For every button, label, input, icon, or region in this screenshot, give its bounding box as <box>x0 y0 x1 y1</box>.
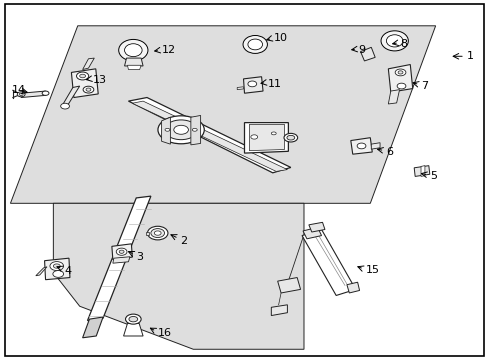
Polygon shape <box>346 282 359 293</box>
Text: 16: 16 <box>158 328 171 338</box>
Ellipse shape <box>80 74 85 78</box>
Ellipse shape <box>356 143 365 149</box>
Polygon shape <box>271 305 287 316</box>
Polygon shape <box>308 222 325 232</box>
Ellipse shape <box>192 129 197 131</box>
Ellipse shape <box>116 248 127 255</box>
Polygon shape <box>123 323 143 336</box>
Ellipse shape <box>247 81 256 87</box>
Polygon shape <box>243 77 263 93</box>
Ellipse shape <box>86 88 91 91</box>
Polygon shape <box>360 47 374 61</box>
Polygon shape <box>413 166 429 176</box>
Polygon shape <box>44 258 70 280</box>
Polygon shape <box>21 91 45 98</box>
Polygon shape <box>36 267 47 276</box>
Ellipse shape <box>147 226 167 240</box>
Polygon shape <box>190 116 200 145</box>
Polygon shape <box>237 87 243 90</box>
Ellipse shape <box>53 264 60 268</box>
Polygon shape <box>71 69 98 98</box>
Polygon shape <box>132 101 287 171</box>
Ellipse shape <box>394 69 405 76</box>
Text: 7: 7 <box>420 81 427 91</box>
Polygon shape <box>124 58 143 66</box>
Text: 1: 1 <box>466 51 472 61</box>
Ellipse shape <box>17 92 25 97</box>
Text: 11: 11 <box>267 79 281 89</box>
Text: 9: 9 <box>358 45 365 55</box>
Text: 14: 14 <box>11 85 25 95</box>
Text: 2: 2 <box>180 236 187 246</box>
Ellipse shape <box>154 231 161 235</box>
Polygon shape <box>244 123 288 153</box>
Ellipse shape <box>380 31 407 51</box>
Text: 12: 12 <box>161 45 175 55</box>
Text: 6: 6 <box>385 147 392 157</box>
Ellipse shape <box>53 271 63 277</box>
Polygon shape <box>249 125 284 150</box>
Ellipse shape <box>386 35 402 47</box>
Text: 5: 5 <box>429 171 436 181</box>
Polygon shape <box>370 143 379 149</box>
Ellipse shape <box>396 83 405 89</box>
Text: 10: 10 <box>273 33 287 43</box>
Ellipse shape <box>286 135 294 140</box>
Polygon shape <box>82 317 103 338</box>
Ellipse shape <box>271 132 276 135</box>
Polygon shape <box>303 227 321 239</box>
Polygon shape <box>113 257 130 263</box>
Ellipse shape <box>50 262 63 271</box>
Ellipse shape <box>164 120 197 140</box>
Polygon shape <box>161 117 170 144</box>
Polygon shape <box>420 166 424 176</box>
Polygon shape <box>10 26 435 203</box>
Text: 15: 15 <box>365 265 379 275</box>
Ellipse shape <box>19 93 23 95</box>
Ellipse shape <box>119 40 148 61</box>
Text: 8: 8 <box>400 39 407 49</box>
Ellipse shape <box>124 44 142 57</box>
Polygon shape <box>387 90 399 104</box>
Ellipse shape <box>76 72 88 80</box>
Ellipse shape <box>61 103 69 109</box>
Polygon shape <box>302 229 355 296</box>
Text: 4: 4 <box>64 266 71 276</box>
Polygon shape <box>128 98 290 173</box>
Ellipse shape <box>151 229 164 238</box>
Polygon shape <box>53 203 304 349</box>
Ellipse shape <box>247 39 262 50</box>
Ellipse shape <box>243 36 267 53</box>
Ellipse shape <box>129 316 138 322</box>
Polygon shape <box>87 196 151 320</box>
Text: 13: 13 <box>92 75 106 85</box>
Ellipse shape <box>125 314 141 324</box>
Ellipse shape <box>83 86 94 93</box>
Ellipse shape <box>158 116 204 144</box>
Ellipse shape <box>397 71 402 74</box>
Ellipse shape <box>250 135 257 139</box>
Ellipse shape <box>119 250 124 253</box>
Ellipse shape <box>284 134 297 142</box>
Polygon shape <box>82 58 94 69</box>
Polygon shape <box>127 65 141 69</box>
Polygon shape <box>277 278 300 293</box>
Ellipse shape <box>164 129 169 131</box>
Polygon shape <box>146 232 149 234</box>
Polygon shape <box>112 244 132 260</box>
Polygon shape <box>61 86 80 107</box>
Ellipse shape <box>42 91 49 95</box>
Text: 3: 3 <box>136 252 143 262</box>
Ellipse shape <box>173 125 188 134</box>
Polygon shape <box>387 64 412 92</box>
Polygon shape <box>350 138 371 154</box>
